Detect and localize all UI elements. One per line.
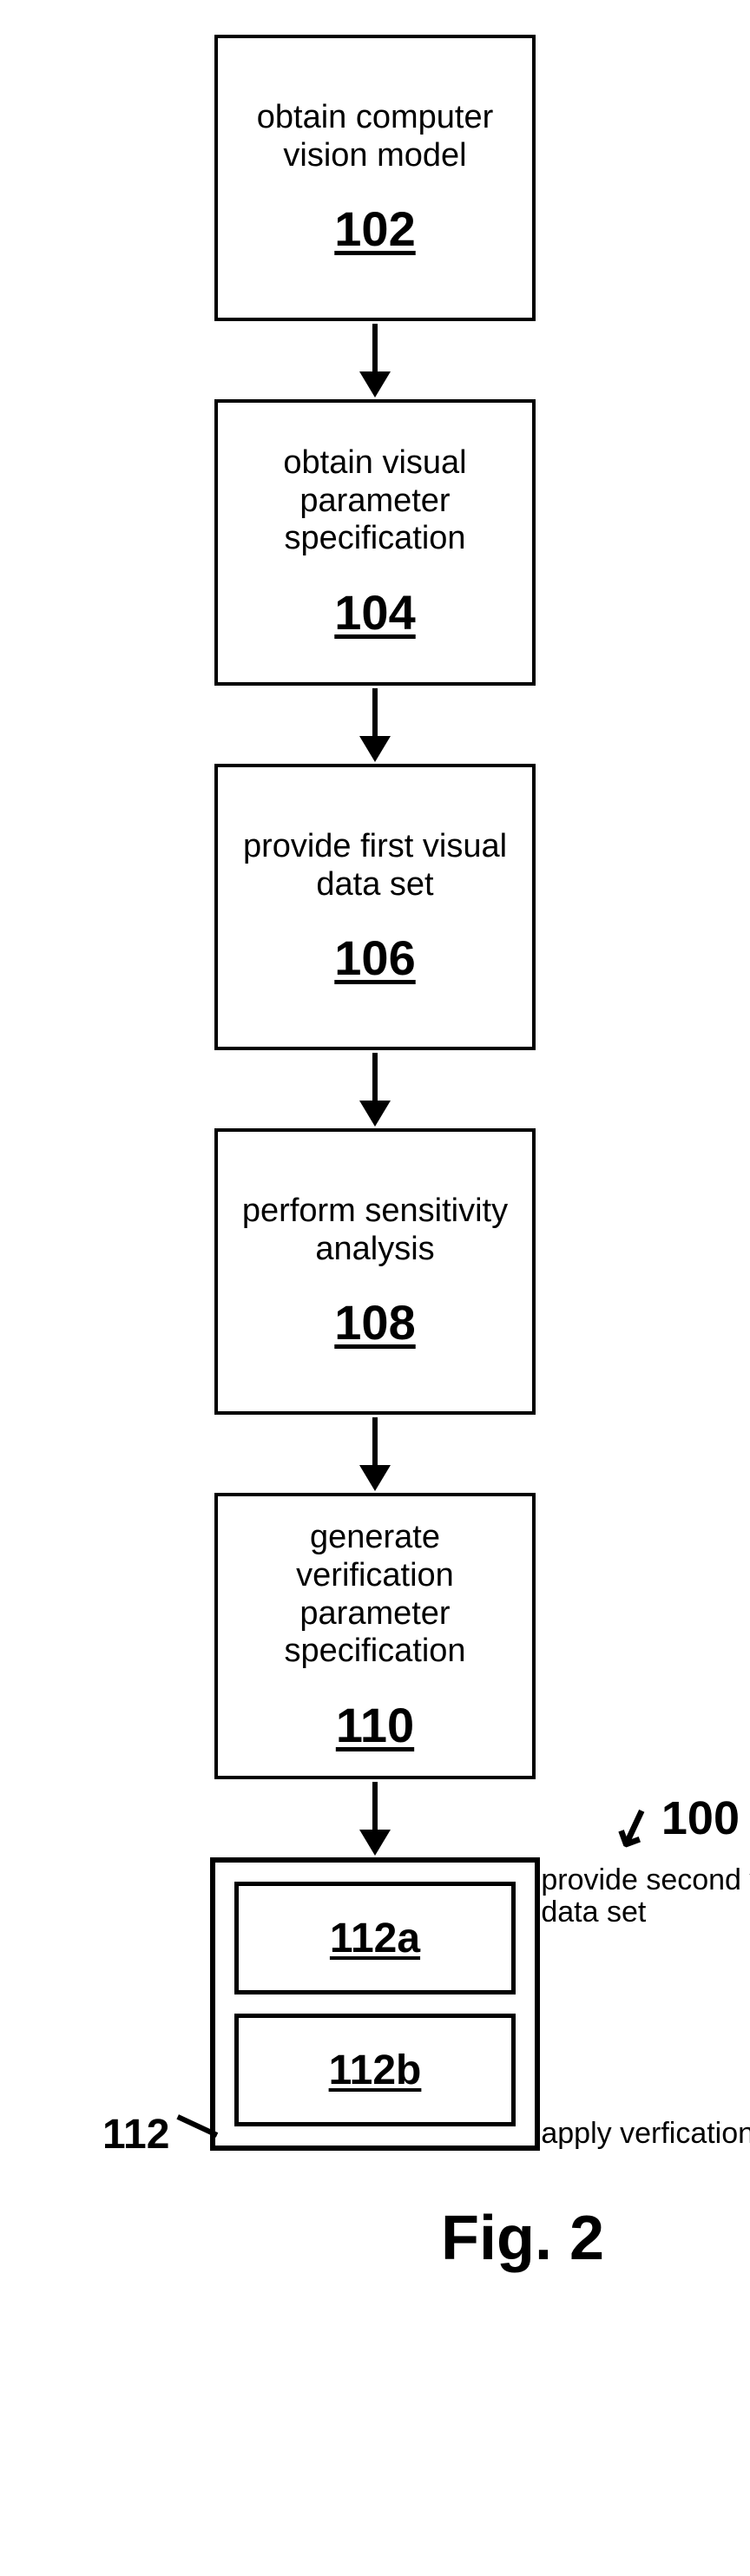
step-number: 108 bbox=[334, 1294, 415, 1350]
side-label-bottom: apply verfication test bbox=[541, 2118, 750, 2150]
reference-number: 112 bbox=[102, 2111, 169, 2159]
figure-caption: Fig. 2 bbox=[441, 2203, 604, 2274]
arrow-icon bbox=[359, 1050, 391, 1128]
inner-box-112b: 112b bbox=[234, 2014, 516, 2126]
step-box-108: perform sensitivity analysis 108 bbox=[214, 1128, 536, 1415]
inner-number: 112b bbox=[329, 2047, 422, 2094]
pointer-hook-icon: ↙ bbox=[602, 1791, 663, 1863]
step-box-102: obtain computer vision model 102 bbox=[214, 35, 536, 321]
step-number: 110 bbox=[336, 1697, 414, 1753]
step-box-104: obtain visual parameter specification 10… bbox=[214, 399, 536, 686]
arrow-icon bbox=[359, 686, 391, 764]
step-label: provide first visual data set bbox=[235, 828, 515, 904]
step-box-110: generate verification parameter specific… bbox=[214, 1493, 536, 1779]
flow-diagram: obtain computer vision model 102 obtain … bbox=[17, 35, 733, 2274]
arrow-icon bbox=[359, 1779, 391, 1857]
arrow-icon bbox=[359, 1415, 391, 1493]
reference-pointer-112: 112 bbox=[102, 2111, 217, 2159]
step-number: 102 bbox=[334, 200, 415, 257]
reference-pointer-100: ↙ 100 bbox=[611, 1788, 740, 1849]
arrow-icon bbox=[359, 321, 391, 399]
inner-number: 112a bbox=[330, 1915, 420, 1962]
inner-box-112a: 112a bbox=[234, 1882, 516, 1994]
step-label: obtain visual parameter specification bbox=[235, 444, 515, 558]
step-box-106: provide first visual data set 106 bbox=[214, 764, 536, 1050]
reference-number: 100 bbox=[661, 1791, 740, 1845]
step-label: obtain computer vision model bbox=[235, 99, 515, 174]
step-label: generate verification parameter specific… bbox=[235, 1519, 515, 1671]
step-number: 104 bbox=[334, 584, 415, 641]
step-number: 106 bbox=[334, 930, 415, 986]
step-box-112: provide second visual data set 112a 112b… bbox=[210, 1857, 540, 2151]
final-step-group: ↙ 100 provide second visual data set 112… bbox=[210, 1857, 540, 2151]
pointer-tick-icon bbox=[177, 2114, 219, 2138]
side-label-top: provide second visual data set bbox=[541, 1864, 750, 1929]
step-label: perform sensitivity analysis bbox=[235, 1193, 515, 1268]
